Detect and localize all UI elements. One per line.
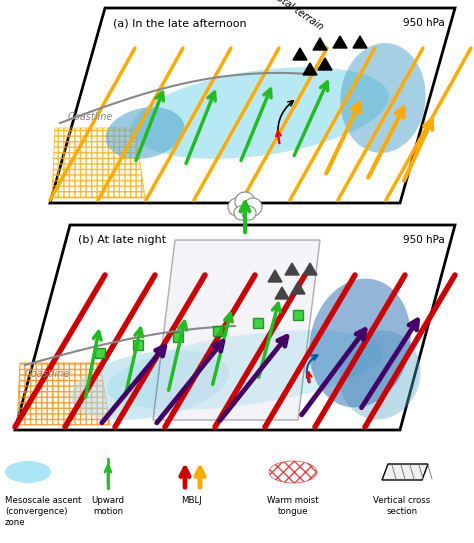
Ellipse shape: [71, 350, 229, 420]
Circle shape: [228, 198, 246, 216]
Bar: [133, 340, 143, 350]
Ellipse shape: [339, 331, 420, 420]
Ellipse shape: [131, 67, 389, 159]
Text: Upward
motion: Upward motion: [91, 496, 125, 516]
Circle shape: [244, 198, 262, 216]
Polygon shape: [293, 48, 307, 60]
Polygon shape: [303, 263, 317, 275]
Text: Coastline: Coastline: [25, 369, 70, 379]
Text: MBLJ: MBLJ: [182, 496, 202, 505]
Bar: [213, 326, 223, 336]
Polygon shape: [153, 240, 320, 420]
Circle shape: [234, 206, 248, 220]
Text: Vertical cross
section: Vertical cross section: [374, 496, 430, 516]
Text: Mesoscale ascent
(convergence)
zone: Mesoscale ascent (convergence) zone: [5, 496, 82, 527]
Bar: [253, 318, 263, 328]
Polygon shape: [353, 36, 367, 48]
Polygon shape: [318, 58, 332, 70]
Ellipse shape: [5, 461, 51, 483]
Bar: [293, 310, 303, 320]
Ellipse shape: [106, 330, 384, 410]
Polygon shape: [275, 287, 289, 299]
Polygon shape: [291, 282, 305, 294]
Polygon shape: [15, 225, 455, 430]
Text: Coastline: Coastline: [68, 112, 113, 122]
Polygon shape: [382, 464, 428, 480]
Bar: [95, 348, 105, 358]
Text: 950 hPa: 950 hPa: [403, 235, 445, 245]
Text: Warm moist
tongue: Warm moist tongue: [267, 496, 319, 516]
Polygon shape: [268, 270, 282, 282]
Polygon shape: [50, 8, 455, 203]
Circle shape: [242, 206, 256, 220]
Polygon shape: [313, 38, 327, 50]
Text: (a) In the late afternoon: (a) In the late afternoon: [113, 18, 246, 28]
Polygon shape: [303, 63, 317, 75]
Bar: [173, 332, 183, 342]
Polygon shape: [333, 36, 347, 48]
Ellipse shape: [340, 43, 426, 153]
Ellipse shape: [309, 279, 411, 407]
Text: 950 hPa: 950 hPa: [403, 18, 445, 28]
Text: (b) At late night: (b) At late night: [78, 235, 166, 245]
Circle shape: [235, 192, 255, 212]
Text: Coastal terrain: Coastal terrain: [260, 0, 325, 32]
Ellipse shape: [106, 107, 184, 159]
Polygon shape: [285, 263, 299, 275]
